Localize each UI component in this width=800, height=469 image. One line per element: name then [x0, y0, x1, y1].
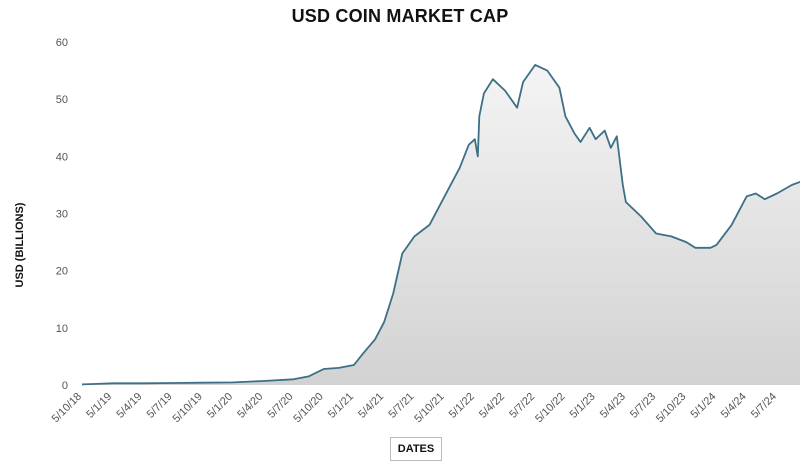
x-tick-label: 5/10/21	[412, 391, 446, 425]
y-tick-label: 50	[56, 94, 68, 106]
x-tick-label: 5/1/22	[447, 391, 477, 421]
y-axis-label: USD (BILLIONS)	[14, 202, 26, 288]
x-tick-label: 5/4/19	[114, 391, 144, 421]
chart-title: USD COIN MARKET CAP	[291, 6, 509, 26]
y-tick-label: 40	[56, 151, 68, 163]
area-fill	[82, 64, 800, 385]
x-axis-ticks: 5/10/18 5/1/19 5/4/19 5/7/195/10/19 5/1/20 5/…	[50, 391, 779, 425]
x-tick-label: 5/7/24	[749, 391, 779, 421]
x-tick-label: 5/4/24	[719, 391, 749, 421]
x-tick-label: 5/1/21	[326, 391, 356, 421]
y-axis-ticks: 0 10 20 30 40 50 60	[56, 37, 68, 392]
x-tick-label: 5/1/24	[689, 391, 719, 421]
x-tick-label: 5/10/19	[171, 391, 205, 425]
y-tick-label: 20	[56, 266, 68, 278]
x-tick-label: 5/10/22	[533, 391, 567, 425]
x-tick-label: 5/4/22	[477, 391, 507, 421]
x-tick-label: 5/1/20	[205, 391, 235, 421]
x-tick-label: 5/10/20	[291, 391, 325, 425]
x-tick-label: 5/4/20	[235, 391, 265, 421]
x-tick-label: 5/1/23	[568, 391, 598, 421]
x-tick-label: 5/10/18	[50, 391, 84, 425]
y-tick-label: 30	[56, 209, 68, 221]
x-axis-label: DATES	[390, 437, 442, 461]
series-line	[81, 64, 800, 386]
x-tick-label: 5/1/19	[84, 391, 114, 421]
y-tick-label: 60	[56, 37, 68, 49]
x-tick-label: 5/4/23	[598, 391, 628, 421]
x-tick-label: 5/10/23	[654, 391, 688, 425]
x-tick-label: 5/4/21	[356, 391, 386, 421]
y-tick-label: 10	[56, 323, 68, 335]
y-tick-label: 0	[62, 380, 68, 392]
